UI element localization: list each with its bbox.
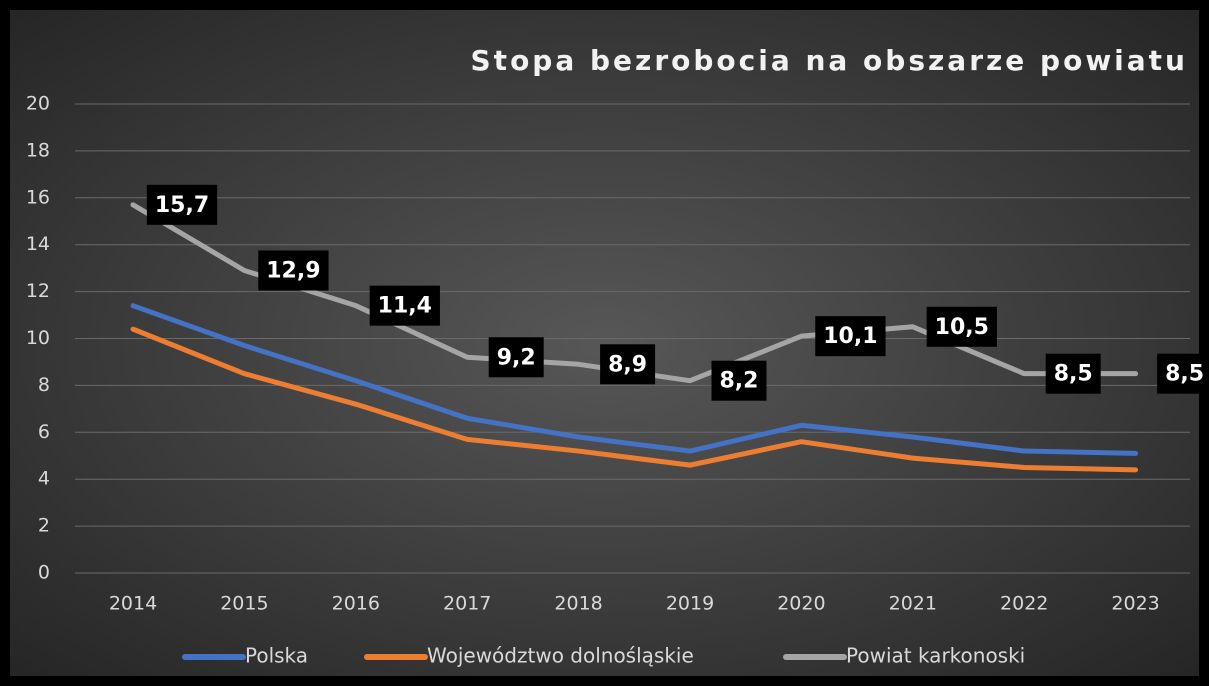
y-tick-label: 10 (26, 327, 50, 349)
x-tick-label: 2023 (1111, 593, 1159, 615)
data-label-text: 8,2 (720, 369, 759, 394)
series-line (130, 326, 1139, 473)
data-label: 12,9 (258, 250, 329, 291)
x-tick-label: 2021 (889, 593, 937, 615)
data-label: 8,5 (1045, 353, 1101, 394)
x-tick-label: 2022 (1000, 593, 1048, 615)
data-label: 8,9 (600, 344, 656, 385)
data-label-box (258, 250, 329, 291)
data-label-text: 8,5 (1165, 362, 1204, 387)
data-label-box (600, 344, 656, 385)
data-label-text: 8,9 (608, 352, 647, 377)
y-tick-label: 18 (26, 139, 50, 161)
x-tick-label: 2015 (220, 593, 268, 615)
data-label: 9,2 (488, 337, 544, 378)
x-tick-label: 2016 (332, 593, 380, 615)
data-label-box (146, 184, 218, 225)
data-label-text: 15,7 (155, 193, 209, 218)
y-tick-label: 20 (26, 93, 50, 115)
data-label-text: 12,9 (266, 258, 320, 283)
legend-label: Polska (245, 644, 308, 668)
data-label: 8,5 (1157, 353, 1209, 394)
x-tick-label: 2017 (443, 593, 491, 615)
x-tick-label: 2018 (554, 593, 602, 615)
data-label-box (369, 285, 440, 326)
data-label: 10,1 (815, 316, 886, 357)
legend-label: Województwo dolnośląskie (427, 644, 694, 668)
y-tick-label: 12 (26, 280, 50, 302)
data-label-text: 8,5 (1054, 362, 1093, 387)
x-tick-label: 2020 (777, 593, 825, 615)
data-label-text: 10,5 (935, 315, 989, 340)
data-label-box (711, 360, 767, 401)
data-label-box (1157, 353, 1209, 394)
y-tick-label: 0 (38, 562, 50, 584)
y-tick-label: 2 (38, 515, 50, 537)
chart-title: Stopa bezrobocia na obszarze powiatu (471, 44, 1188, 77)
chart-background (10, 10, 1199, 676)
data-label: 8,2 (711, 360, 767, 401)
y-tick-label: 4 (38, 468, 50, 490)
y-tick-label: 16 (26, 186, 50, 208)
data-label-text: 9,2 (497, 345, 536, 370)
data-label: 11,4 (369, 285, 440, 326)
y-tick-label: 6 (38, 421, 50, 443)
data-label-box (488, 337, 544, 378)
data-label-box (1045, 353, 1101, 394)
data-label: 15,7 (146, 184, 218, 225)
x-tick-label: 2014 (109, 593, 157, 615)
series-line (130, 303, 1139, 456)
data-label: 10,5 (926, 306, 997, 347)
data-label-text: 10,1 (823, 324, 877, 349)
data-label-box (815, 316, 886, 357)
legend-label: Powiat karkonoski (846, 644, 1025, 668)
x-tick-label: 2019 (666, 593, 714, 615)
data-label-text: 11,4 (378, 294, 432, 319)
data-label-box (926, 306, 997, 347)
y-tick-label: 14 (26, 233, 50, 255)
y-tick-label: 8 (38, 374, 50, 396)
